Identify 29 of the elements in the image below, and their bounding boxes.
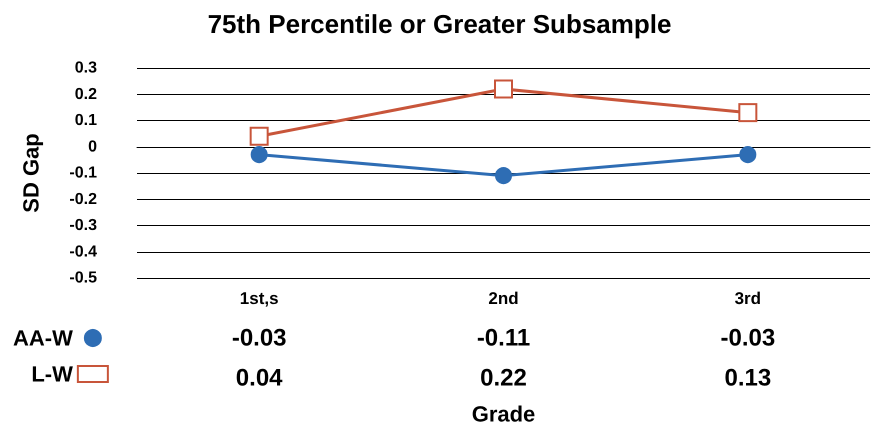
data-label: 0.22: [480, 364, 527, 392]
data-label: -0.11: [476, 324, 530, 352]
y-tick-label: -0.2: [69, 190, 98, 208]
data-label: 0.13: [724, 364, 772, 392]
y-axis-title: SD Gap: [18, 133, 44, 213]
y-tick-label: -0.3: [69, 217, 98, 234]
y-tick-label: 0.1: [74, 112, 98, 129]
legend-label: AA-W: [12, 326, 74, 350]
y-tick-label: -0.5: [69, 270, 98, 286]
y-tick-label: 0.3: [74, 60, 98, 76]
data-label: -0.03: [720, 324, 776, 352]
point: [494, 80, 513, 98]
point: [738, 103, 758, 122]
y-tick-label: 0.2: [74, 86, 98, 103]
point: [739, 146, 756, 164]
point: [250, 126, 269, 146]
point: [250, 146, 268, 164]
x-tick-label: 2nd: [488, 289, 519, 308]
y-tick-label: -0.1: [69, 164, 98, 182]
data-label: -0.03: [232, 324, 287, 352]
y-tick-label: 0: [88, 138, 98, 156]
chart-title: 75th Percentile or Greater Subsample: [208, 9, 672, 39]
x-axis-title: Grade: [472, 402, 536, 426]
x-tick-label: 3rd: [734, 289, 762, 308]
point: [495, 167, 512, 184]
data-label: 0.04: [236, 364, 284, 392]
legend-label: L-W: [31, 362, 74, 386]
y-tick-label: -0.4: [69, 243, 98, 260]
x-tick-label: 1st,s: [240, 289, 279, 308]
